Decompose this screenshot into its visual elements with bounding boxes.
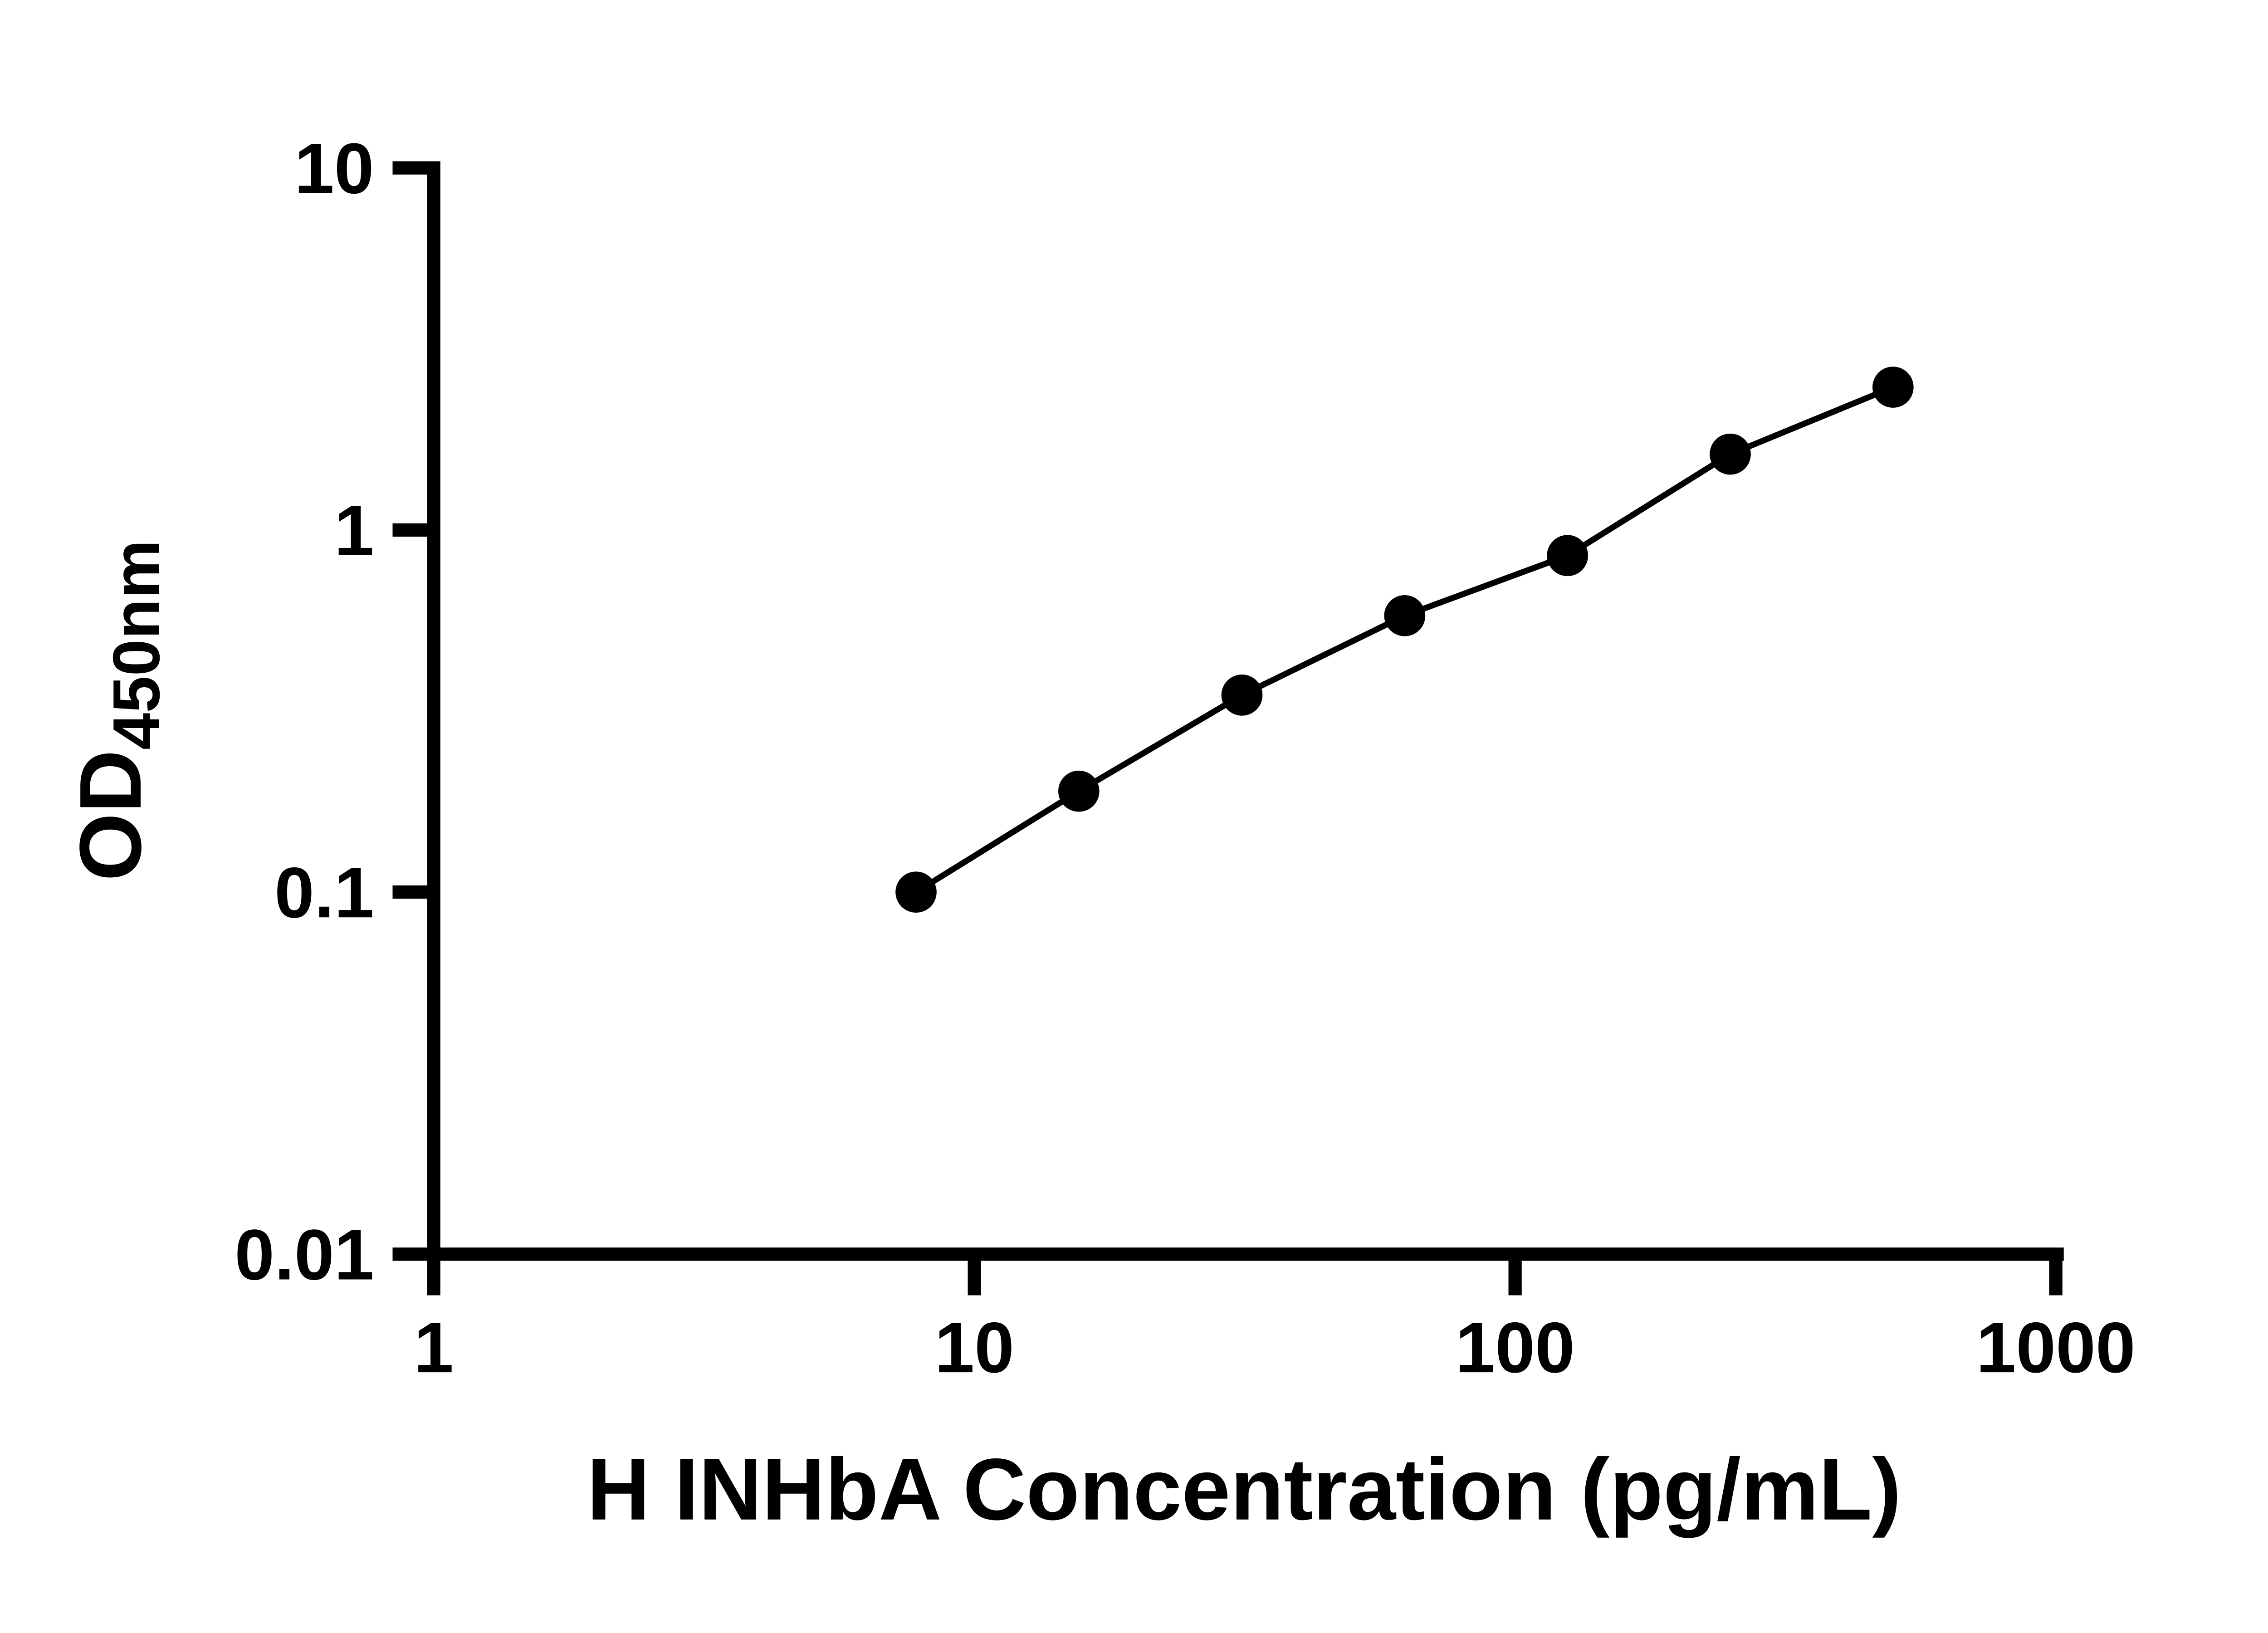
data-point-marker (1872, 367, 1914, 408)
y-axis-tick-label: 1 (334, 491, 374, 571)
plot-layer (895, 367, 1914, 913)
x-axis-tick-label: 10 (934, 1308, 1014, 1388)
y-axis-title: OD450nm (61, 540, 173, 881)
data-point-marker (1547, 535, 1588, 577)
data-point-marker (1384, 595, 1426, 636)
data-point-marker (1058, 770, 1100, 812)
y-axis-tick-label: 0.01 (235, 1215, 374, 1295)
x-axis-title: H INHbA Concentration (pg/mL) (587, 1440, 1901, 1538)
x-axis-tick-label: 1000 (1976, 1308, 2136, 1388)
data-point-marker (895, 871, 937, 913)
data-point-marker (1710, 433, 1751, 475)
y-axis-tick-label: 0.1 (274, 853, 374, 933)
data-point-marker (1221, 675, 1263, 716)
axis-layer: 1 10 100 1000 0.01 0.1 1 10 (235, 129, 2135, 1388)
y-axis-title-subscript: 450nm (99, 540, 173, 750)
x-axis-tick-label: 1 (414, 1308, 454, 1388)
y-axis-tick-label: 10 (294, 129, 374, 209)
x-axis-tick-label: 100 (1455, 1308, 1574, 1388)
y-axis-title-main: OD (61, 750, 159, 881)
